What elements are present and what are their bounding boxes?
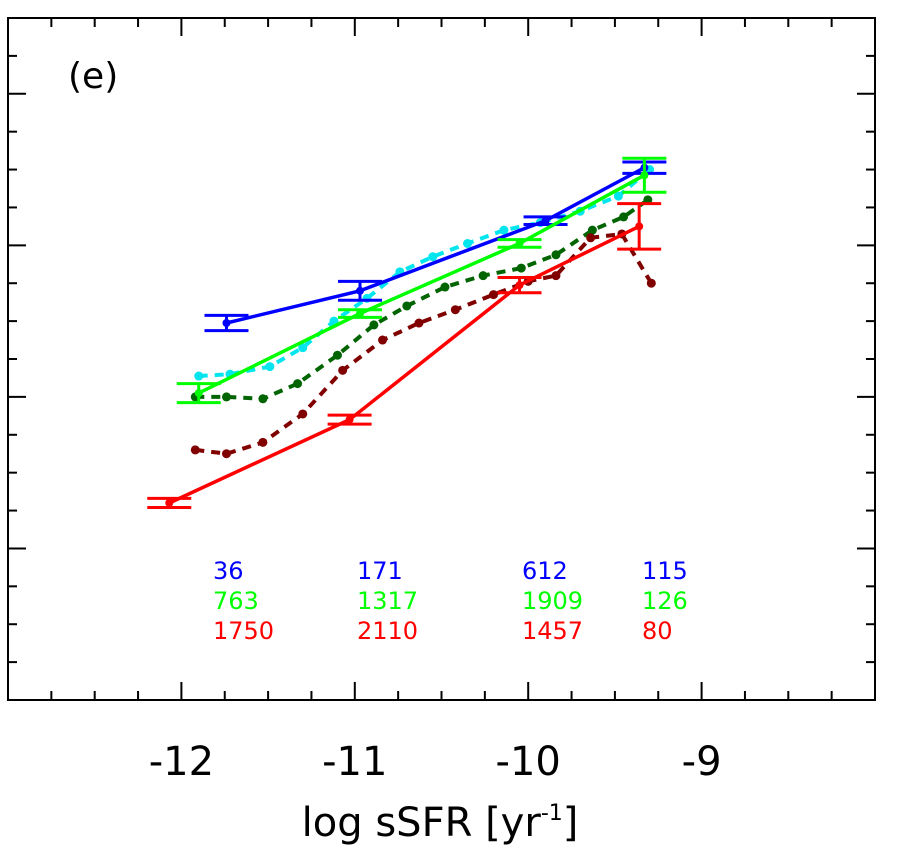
dashed-series-point bbox=[551, 271, 561, 281]
x-axis-title-close: ] bbox=[563, 800, 579, 846]
count-label: 612 bbox=[522, 557, 568, 585]
binned-series-point bbox=[515, 281, 524, 290]
axis-ticks bbox=[7, 17, 876, 701]
dashed-series-point bbox=[338, 365, 348, 375]
binned-series-point bbox=[345, 415, 354, 424]
count-label: 1317 bbox=[357, 587, 418, 615]
binned-series-line bbox=[226, 166, 646, 325]
dashed-series-point bbox=[194, 371, 204, 381]
x-tick-labels: -12 -11 -10 -9 bbox=[149, 739, 722, 785]
panel-label: (e) bbox=[68, 56, 118, 97]
count-labels: 36 171 612 115 763 1317 1909 126 1750 2110 1457 80 bbox=[213, 557, 688, 645]
binned-series-point bbox=[515, 239, 524, 248]
count-label: 763 bbox=[213, 587, 259, 615]
dashed-series-point bbox=[440, 282, 450, 292]
plot-frame bbox=[7, 17, 876, 701]
count-label: 2110 bbox=[357, 617, 418, 645]
x-tick-label: -10 bbox=[496, 739, 561, 785]
count-label: 115 bbox=[642, 557, 688, 585]
dashed-series-point bbox=[298, 343, 308, 353]
dashed-series-point bbox=[463, 238, 473, 248]
dashed-series-point bbox=[414, 318, 424, 328]
dashed-series-point bbox=[613, 191, 623, 201]
dashed-series-point bbox=[265, 362, 275, 372]
dashed-series-point bbox=[499, 225, 509, 235]
binned-series-line bbox=[168, 224, 640, 505]
x-tick-label: -12 bbox=[149, 739, 214, 785]
dashed-series-point bbox=[516, 263, 526, 273]
count-label: 1750 bbox=[213, 617, 274, 645]
dashed-series-point bbox=[428, 252, 438, 262]
dashed-series-point bbox=[258, 437, 268, 447]
binned-series-point bbox=[222, 319, 231, 328]
binned-series-point bbox=[194, 389, 203, 398]
dashed-series-point bbox=[221, 392, 231, 402]
dashed-series-point bbox=[293, 379, 303, 389]
dashed-series-point bbox=[619, 212, 629, 222]
x-axis-title-main: log sSFR [yr bbox=[302, 800, 542, 846]
dashed-series-point bbox=[450, 305, 460, 315]
dashed-series-line bbox=[195, 231, 654, 456]
dashed-series-point bbox=[402, 301, 412, 311]
dashed-series-point bbox=[587, 225, 597, 235]
dashed-series-point bbox=[369, 320, 379, 330]
dashed-series-line bbox=[195, 198, 649, 401]
binned-series-point bbox=[356, 309, 365, 318]
x-axis-title: log sSFR [yr-1] bbox=[302, 800, 579, 846]
dashed-series-point bbox=[332, 350, 342, 360]
x-axis-title-superscript: -1 bbox=[541, 801, 563, 826]
dashed-series-point bbox=[378, 335, 388, 345]
dashed-series-point bbox=[258, 394, 268, 404]
x-tick-label: -11 bbox=[322, 739, 387, 785]
count-label: 171 bbox=[357, 557, 403, 585]
binned-series-point bbox=[635, 222, 644, 231]
binned-series-point bbox=[541, 216, 550, 225]
dashed-series-point bbox=[298, 409, 308, 419]
count-label: 1909 bbox=[522, 587, 583, 615]
x-tick-label: -9 bbox=[682, 739, 722, 785]
series-layer bbox=[147, 156, 667, 510]
binned-series-point bbox=[165, 498, 174, 507]
dashed-series-point bbox=[586, 233, 596, 243]
dashed-series-point bbox=[489, 290, 499, 300]
dashed-series-point bbox=[190, 445, 200, 455]
dashed-series-point bbox=[478, 271, 488, 281]
binned-series-line bbox=[197, 173, 646, 395]
dashed-series-point bbox=[646, 278, 656, 288]
dashed-series-point bbox=[551, 250, 561, 260]
binned-series-point bbox=[356, 286, 365, 295]
dashed-series-point bbox=[221, 449, 231, 459]
count-label: 126 bbox=[642, 587, 688, 615]
binned-series-point bbox=[640, 171, 649, 180]
dashed-series-point bbox=[643, 195, 653, 205]
count-label: 80 bbox=[642, 617, 673, 645]
count-label: 36 bbox=[213, 557, 244, 585]
count-label: 1457 bbox=[522, 617, 583, 645]
